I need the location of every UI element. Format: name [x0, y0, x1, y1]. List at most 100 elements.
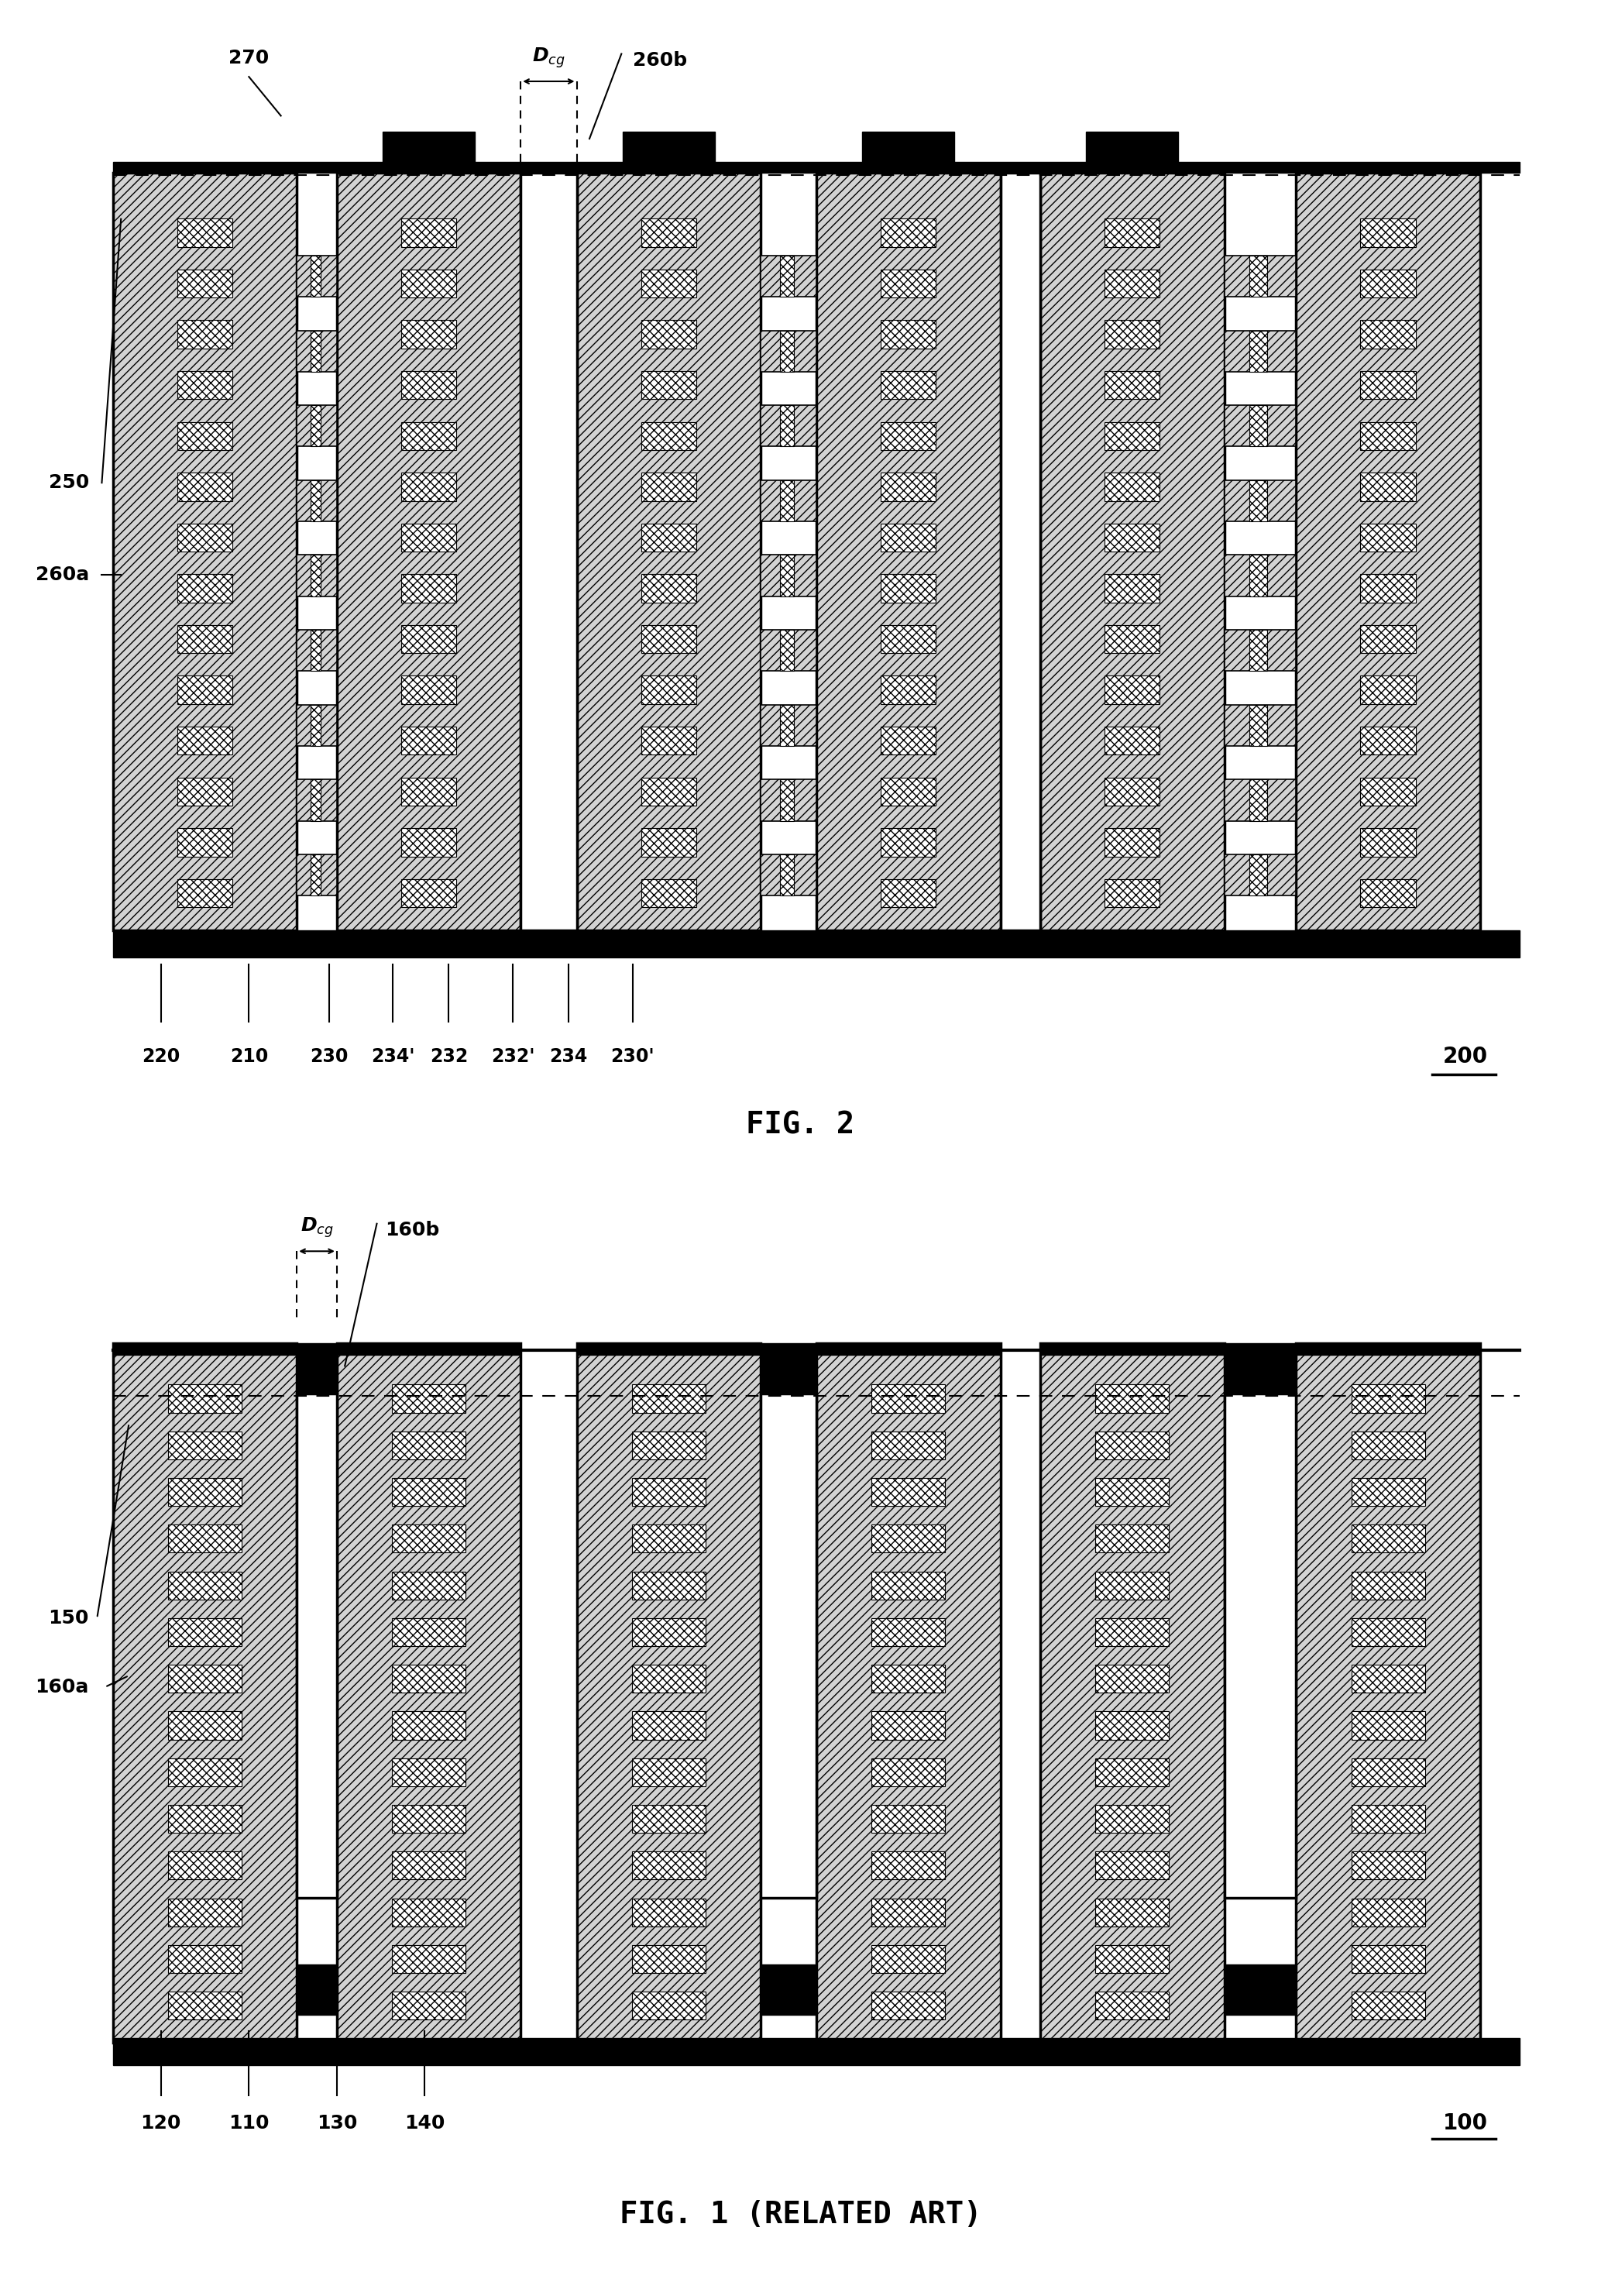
Bar — [1361, 372, 1415, 400]
Bar — [1105, 879, 1159, 907]
Bar — [881, 269, 937, 298]
Bar — [336, 1343, 520, 1355]
Bar — [817, 1343, 1001, 1355]
Bar — [1297, 172, 1479, 930]
Bar — [1105, 778, 1159, 806]
Bar — [1095, 1384, 1169, 1412]
Bar — [1249, 629, 1268, 670]
Bar — [178, 218, 232, 248]
Bar — [1351, 1711, 1425, 1740]
Bar — [168, 1665, 242, 1692]
Text: 230: 230 — [309, 1047, 347, 1065]
Bar — [392, 1570, 466, 1600]
Bar — [632, 1384, 706, 1412]
Bar — [168, 1525, 242, 1552]
Bar — [1225, 480, 1297, 521]
Bar — [311, 629, 320, 670]
Bar — [871, 1384, 945, 1412]
Bar — [1361, 625, 1415, 652]
Bar — [1361, 269, 1415, 298]
Bar — [881, 523, 937, 551]
Bar — [178, 625, 232, 652]
Bar — [881, 574, 937, 602]
Bar — [311, 556, 320, 597]
Bar — [402, 422, 456, 450]
Bar — [1041, 1343, 1225, 1355]
Bar — [640, 523, 696, 551]
Bar — [311, 255, 320, 296]
Text: 232: 232 — [429, 1047, 467, 1065]
Bar — [178, 879, 232, 907]
Bar — [760, 705, 817, 746]
Bar — [632, 1430, 706, 1460]
Bar — [1095, 1619, 1169, 1646]
Bar — [871, 1991, 945, 2020]
Bar — [1105, 523, 1159, 551]
Bar — [114, 2039, 1519, 2066]
Text: FIG. 2: FIG. 2 — [746, 1111, 855, 1139]
Bar — [1095, 1430, 1169, 1460]
Bar — [881, 218, 937, 248]
Bar — [392, 1851, 466, 1880]
Bar — [383, 131, 475, 172]
Bar — [632, 1851, 706, 1880]
Bar — [168, 1570, 242, 1600]
Bar — [1249, 781, 1268, 822]
Bar — [640, 319, 696, 349]
Bar — [871, 1665, 945, 1692]
Bar — [780, 255, 794, 296]
Bar — [114, 930, 1519, 957]
Bar — [1351, 1525, 1425, 1552]
Text: 220: 220 — [142, 1047, 179, 1065]
Text: 250: 250 — [48, 473, 90, 491]
Bar — [576, 1343, 760, 2043]
Bar — [1351, 1619, 1425, 1646]
Bar — [640, 778, 696, 806]
Bar — [520, 172, 576, 930]
Bar — [1225, 1965, 1297, 2016]
Text: 150: 150 — [48, 1609, 90, 1628]
Bar — [1361, 726, 1415, 755]
Bar — [168, 1759, 242, 1786]
Bar — [168, 1851, 242, 1880]
Bar — [296, 629, 336, 670]
Bar — [311, 854, 320, 895]
Bar — [1225, 331, 1297, 372]
Bar — [1225, 1394, 1297, 1899]
Bar — [402, 574, 456, 602]
Bar — [392, 1759, 466, 1786]
Bar — [392, 1805, 466, 1832]
Bar — [311, 331, 320, 372]
Bar — [1095, 1851, 1169, 1880]
Bar — [871, 1805, 945, 1832]
Bar — [1249, 255, 1268, 296]
Bar — [296, 406, 336, 445]
Text: 200: 200 — [1443, 1045, 1487, 1068]
Text: 130: 130 — [317, 2115, 357, 2133]
Bar — [1351, 1851, 1425, 1880]
Bar — [780, 854, 794, 895]
Bar — [780, 781, 794, 822]
Bar — [1105, 625, 1159, 652]
Bar — [1225, 854, 1297, 895]
Bar — [114, 1343, 296, 1355]
Bar — [1105, 218, 1159, 248]
Bar — [863, 131, 954, 172]
Bar — [296, 781, 336, 822]
Bar — [296, 1965, 336, 2016]
Bar — [760, 1394, 817, 1899]
Bar — [1361, 319, 1415, 349]
Bar — [640, 829, 696, 856]
Bar — [336, 172, 520, 930]
Bar — [881, 319, 937, 349]
Text: 210: 210 — [231, 1047, 267, 1065]
Bar — [1351, 1479, 1425, 1506]
Bar — [640, 879, 696, 907]
Bar — [881, 829, 937, 856]
Bar — [871, 1430, 945, 1460]
Bar — [871, 1759, 945, 1786]
Bar — [1095, 1525, 1169, 1552]
Bar — [402, 319, 456, 349]
Bar — [1351, 1759, 1425, 1786]
Bar — [1105, 726, 1159, 755]
